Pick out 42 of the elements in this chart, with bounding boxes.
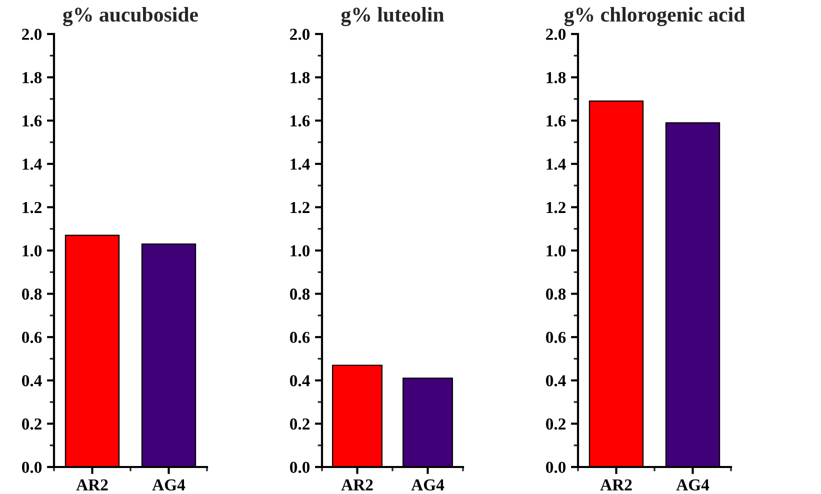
y-tick-label: 0.8 bbox=[546, 288, 566, 300]
chart-title: g% aucuboside bbox=[63, 7, 198, 26]
y-tick-label: 1.4 bbox=[22, 158, 42, 170]
y-tick-label: 1.2 bbox=[290, 202, 310, 214]
y-tick-label: 0.4 bbox=[546, 375, 566, 386]
y-tick-label: 0.6 bbox=[22, 332, 42, 344]
y-tick-label: 1.0 bbox=[290, 245, 310, 257]
y-tick-label: 1.8 bbox=[546, 72, 566, 84]
chart-title: g% luteolin bbox=[341, 7, 444, 26]
x-tick-label: AR2 bbox=[600, 479, 632, 490]
y-tick-label: 1.0 bbox=[546, 245, 566, 257]
y-tick-label: 2.0 bbox=[22, 28, 42, 40]
chart-title: g% chlorogenic acid bbox=[564, 7, 745, 26]
y-tick-label: 0.0 bbox=[22, 462, 42, 474]
y-tick-label: 1.4 bbox=[290, 158, 310, 170]
x-tick-label: AR2 bbox=[76, 479, 108, 490]
y-tick-label: 1.4 bbox=[546, 158, 566, 170]
y-tick-label: 0.6 bbox=[290, 332, 310, 344]
x-tick-label: AG4 bbox=[152, 479, 186, 491]
y-tick-label: 1.0 bbox=[22, 245, 42, 257]
x-tick-label: AR2 bbox=[341, 479, 373, 490]
y-tick-label: 0.4 bbox=[290, 375, 310, 386]
y-tick-label: 0.8 bbox=[22, 288, 42, 300]
y-tick-label: 1.6 bbox=[290, 115, 310, 127]
y-tick-label: 0.4 bbox=[22, 375, 42, 386]
y-tick-label: 0.0 bbox=[546, 462, 566, 474]
y-tick-label: 1.2 bbox=[546, 202, 566, 214]
y-tick-label: 1.6 bbox=[22, 115, 42, 127]
x-tick-label: AG4 bbox=[411, 479, 444, 491]
x-tick-label: AG4 bbox=[676, 479, 710, 491]
y-tick-label: 1.8 bbox=[290, 72, 310, 84]
y-tick-label: 0.2 bbox=[290, 418, 310, 430]
y-tick-label: 0.2 bbox=[22, 418, 42, 430]
y-tick-label: 0.8 bbox=[290, 288, 310, 300]
y-tick-label: 1.2 bbox=[22, 202, 42, 214]
y-tick-label: 2.0 bbox=[546, 28, 566, 40]
y-tick-label: 0.0 bbox=[290, 462, 310, 474]
y-tick-label: 0.6 bbox=[546, 332, 566, 344]
y-tick-label: 1.6 bbox=[546, 115, 566, 127]
y-tick-label: 1.8 bbox=[22, 72, 42, 84]
y-tick-label: 2.0 bbox=[290, 28, 310, 40]
y-tick-label: 0.2 bbox=[546, 418, 566, 430]
